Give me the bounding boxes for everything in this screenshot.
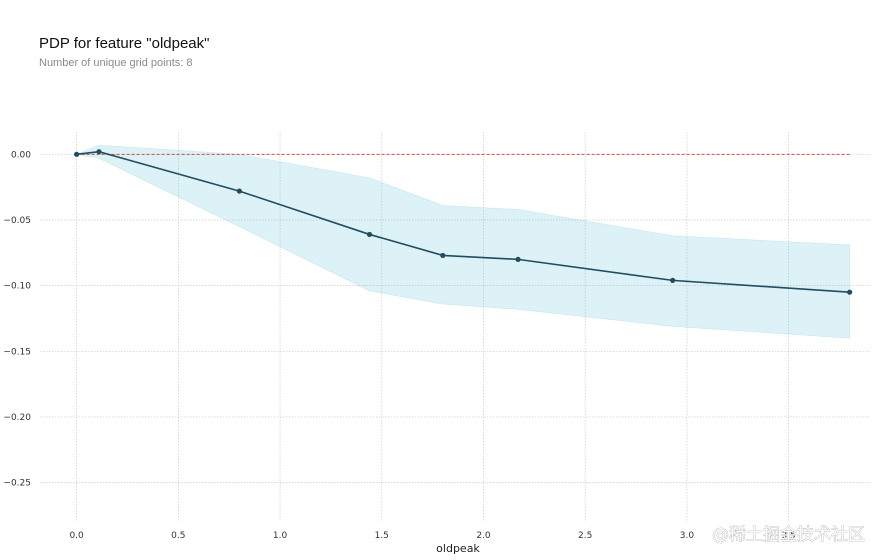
data-point xyxy=(440,252,446,259)
y-tick-label: −0.25 xyxy=(3,479,31,489)
x-tick-label: 0.0 xyxy=(69,531,84,541)
x-tick-label: 3.5 xyxy=(781,531,795,541)
x-tick-label: 2.0 xyxy=(476,531,491,541)
data-point xyxy=(96,149,102,155)
x-tick-label: 1.0 xyxy=(273,531,288,541)
data-point xyxy=(236,188,242,194)
watermark: @稀土掘金技术社区 xyxy=(712,525,865,545)
confidence-band-area xyxy=(75,144,850,339)
x-tick-label: 3.0 xyxy=(680,531,695,541)
y-tick-label: −0.05 xyxy=(3,216,31,226)
x-axis-label: oldpeak xyxy=(436,542,480,555)
x-tick-label: 0.5 xyxy=(171,531,185,541)
y-tick-label: −0.20 xyxy=(3,413,31,423)
data-point xyxy=(74,151,80,157)
series-line xyxy=(76,150,850,294)
data-point xyxy=(847,289,853,295)
y-tick-label: 0.00 xyxy=(11,150,31,160)
x-tick-label: 2.5 xyxy=(578,531,592,541)
data-point xyxy=(515,256,521,262)
y-tick-label: −0.15 xyxy=(3,347,31,357)
x-tick-label: 1.5 xyxy=(375,531,389,541)
confidence-band xyxy=(75,144,850,339)
data-point xyxy=(366,231,373,238)
y-axis-ticks: 0.00 −0.05 −0.10 −0.15 −0.20 −0.25 xyxy=(3,150,31,488)
x-axis-ticks: 0.0 0.5 1.0 1.5 2.0 2.5 3.0 3.5 xyxy=(69,531,795,541)
pdp-series xyxy=(74,149,853,295)
y-tick-label: −0.10 xyxy=(3,282,31,292)
data-point xyxy=(670,277,676,283)
chart-subtitle: Number of unique grid points: 8 xyxy=(39,57,193,69)
chart-title: PDP for feature "oldpeak" xyxy=(39,35,210,52)
